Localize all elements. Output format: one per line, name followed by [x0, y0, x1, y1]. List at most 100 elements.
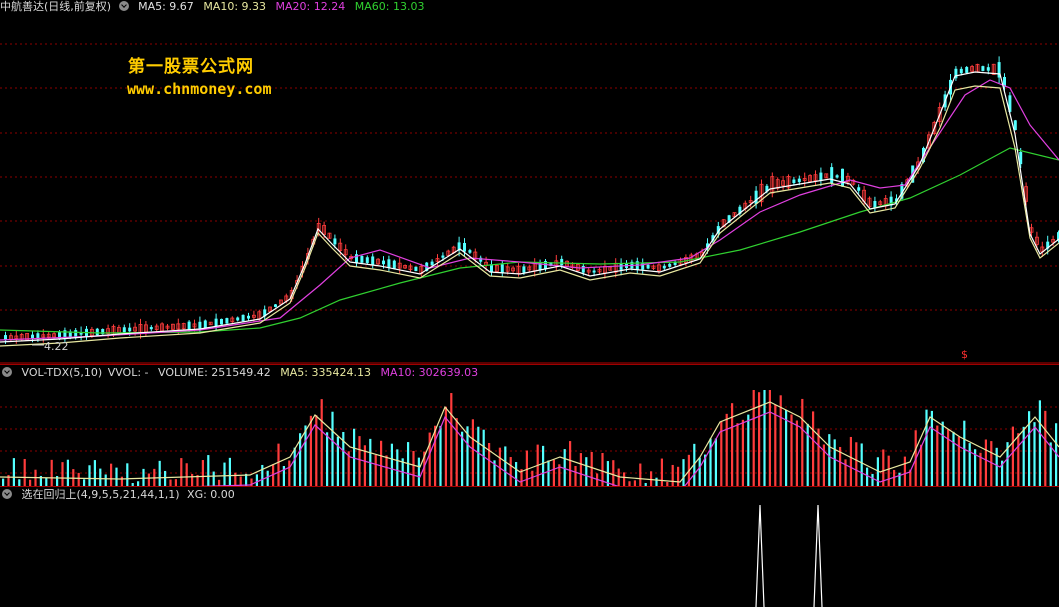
candle-body [549, 262, 553, 266]
volume-bar [660, 458, 663, 487]
volume-bar [266, 470, 269, 487]
volume-bar [218, 479, 221, 487]
volume-bar [315, 415, 318, 487]
volume-bar [471, 419, 474, 487]
volume-bar [849, 436, 852, 487]
candle-body [544, 261, 547, 270]
signal-marker: $ [961, 348, 968, 361]
volume-bar [207, 455, 210, 487]
volume-chart[interactable] [0, 365, 1059, 487]
kline-panel[interactable]: 中航善达(日线,前复权) MA5: 9.67 MA10: 9.33 MA20: … [0, 0, 1059, 364]
volume-bar [752, 390, 755, 487]
ma5-label: MA5: 9.67 [138, 0, 194, 13]
candle-body [711, 235, 715, 241]
candle-body [187, 321, 191, 330]
candle-body [878, 201, 883, 206]
candle-body [727, 215, 731, 223]
volume-bar [131, 483, 134, 487]
volume-bar [439, 425, 442, 487]
volume-bar [126, 463, 129, 487]
candle-body [46, 333, 51, 338]
volume-bar [104, 474, 107, 487]
volume-bar [747, 414, 750, 487]
candle-body [657, 264, 661, 272]
volume-bar [925, 409, 928, 487]
candle-body [263, 309, 267, 317]
candle-body [251, 314, 256, 318]
volume-bar [434, 425, 437, 487]
candle-body [1019, 151, 1023, 165]
volume-bar [995, 447, 998, 487]
volume-bar [909, 469, 912, 487]
candle-body [646, 264, 650, 269]
candle-body [236, 317, 240, 321]
volume-bar [185, 463, 188, 487]
candle-body [371, 256, 375, 266]
volume-bar [1028, 411, 1031, 487]
volume-bar [99, 468, 102, 487]
candle-body [954, 68, 958, 79]
volume-bar [164, 470, 167, 487]
candle-body [430, 261, 434, 266]
candle-body [343, 249, 348, 256]
kline-chart[interactable] [0, 0, 1059, 364]
settings-toggle-icon[interactable] [118, 1, 129, 11]
volume-settings-icon[interactable] [2, 367, 12, 377]
volume-bar [795, 420, 798, 487]
volume-bar [898, 472, 901, 487]
volume-bar [288, 460, 291, 487]
candle-body [1035, 236, 1039, 245]
volume-bar [342, 431, 345, 487]
candle-body [824, 173, 829, 179]
candle-body [505, 266, 510, 272]
volume-bar [390, 443, 393, 487]
candle-body [522, 266, 526, 273]
volume-bar [180, 458, 183, 487]
volume-bar [309, 415, 312, 487]
candle-body [932, 122, 937, 134]
candle-body [986, 67, 990, 71]
volume-bar [299, 433, 302, 487]
candle-body [220, 318, 223, 325]
volume-bar [606, 461, 609, 487]
volume-bar [963, 420, 966, 487]
ma10-line [0, 85, 1059, 347]
candle-body [819, 172, 823, 181]
xg-chart[interactable] [0, 487, 1059, 607]
volume-bar [623, 472, 626, 487]
xg-settings-icon[interactable] [2, 489, 12, 499]
vol-ma5-line [0, 401, 1059, 483]
volume-bar [893, 469, 896, 487]
candle-body [619, 263, 623, 270]
volume-bar [56, 476, 59, 487]
volume-bar [45, 477, 48, 487]
volume-bar [574, 465, 577, 487]
ma20-line [0, 79, 1059, 341]
candle-body [122, 327, 126, 333]
volume-bar [833, 439, 836, 487]
volume-bar [633, 480, 636, 487]
volume-bar [655, 477, 658, 487]
xg-panel[interactable]: 选在回归上(4,9,5,5,21,44,1,1) XG: 0.00 [0, 486, 1059, 607]
volume-bar [336, 436, 339, 487]
volume-bar [860, 443, 863, 487]
ma60-label: MA60: 13.03 [354, 0, 425, 13]
volume-bar [66, 459, 69, 487]
watermark-url: www.chnmoney.com [127, 80, 272, 98]
candle-body [181, 323, 186, 330]
volume-bar [1055, 423, 1058, 487]
volume-bar [93, 460, 96, 487]
candle-body [208, 321, 213, 326]
volume-bar [822, 444, 825, 487]
candle-body [608, 266, 613, 271]
volume-bar [423, 451, 426, 487]
volume-bar [250, 478, 253, 487]
volume-bar [1017, 433, 1020, 487]
volume-bar [34, 469, 37, 487]
volume-bar [920, 444, 923, 487]
volume-value: VOLUME: 251549.42 [158, 366, 271, 379]
candle-body [1013, 120, 1017, 131]
candle-body [338, 242, 343, 251]
volume-bar [412, 450, 415, 487]
volume-panel[interactable]: VOL-TDX(5,10) VVOL: - VOLUME: 251549.42 … [0, 364, 1059, 487]
